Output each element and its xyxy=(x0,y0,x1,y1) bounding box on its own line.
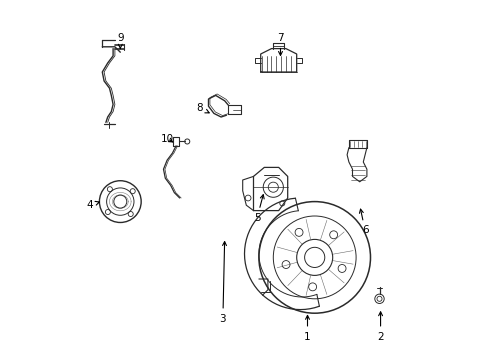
Text: 1: 1 xyxy=(304,315,310,342)
Text: 6: 6 xyxy=(359,209,367,235)
Text: 2: 2 xyxy=(377,312,383,342)
Text: 5: 5 xyxy=(253,195,264,223)
Text: 8: 8 xyxy=(196,103,209,113)
Text: 4: 4 xyxy=(86,200,99,210)
Text: 7: 7 xyxy=(277,33,283,55)
Text: 10: 10 xyxy=(160,134,173,144)
Text: 3: 3 xyxy=(219,242,226,324)
Text: 9: 9 xyxy=(117,33,123,49)
